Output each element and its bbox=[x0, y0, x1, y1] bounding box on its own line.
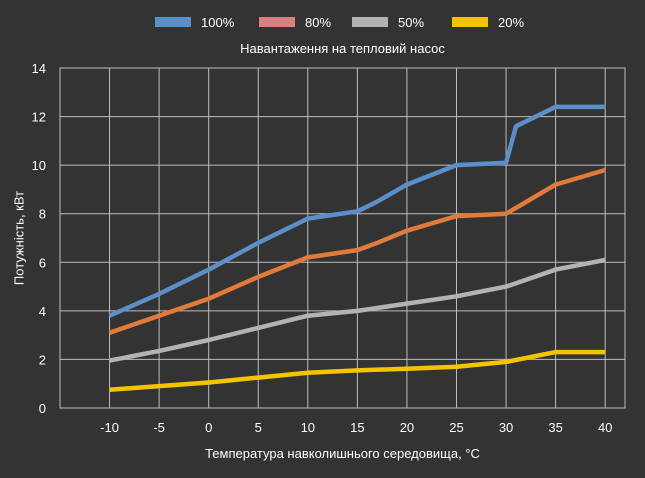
y-tick-label: 12 bbox=[32, 110, 46, 125]
y-tick-label: 6 bbox=[39, 255, 46, 270]
y-axis-label: Потужність, кВт bbox=[11, 190, 27, 286]
x-tick-label: 10 bbox=[301, 420, 315, 435]
series-line-100 bbox=[108, 104, 606, 318]
x-tick-label: 30 bbox=[499, 420, 513, 435]
legend-label-80: 80% bbox=[305, 14, 332, 30]
series-line-20 bbox=[109, 349, 606, 393]
chart-title: Навантаження на тепловий насос bbox=[240, 41, 445, 56]
x-tick-label: 0 bbox=[205, 420, 212, 435]
y-tick-label: 2 bbox=[39, 352, 46, 367]
y-tick-label: 14 bbox=[32, 61, 46, 76]
legend-swatch-100 bbox=[155, 17, 191, 27]
y-tick-label: 0 bbox=[39, 401, 46, 416]
x-axis-label: Температура навколишнього середовища, °С bbox=[205, 446, 480, 461]
x-tick-label: 5 bbox=[255, 420, 262, 435]
legend-swatch-20 bbox=[452, 17, 488, 27]
y-tick-label: 4 bbox=[39, 304, 46, 319]
x-tick-label: 40 bbox=[598, 420, 612, 435]
y-tick-label: 10 bbox=[32, 158, 46, 173]
legend-item-20: 20% bbox=[452, 12, 524, 32]
legend-swatch-80 bbox=[259, 17, 295, 27]
x-tick-label: -10 bbox=[100, 420, 119, 435]
legend-label-100: 100% bbox=[201, 14, 235, 30]
x-tick-label: -5 bbox=[153, 420, 165, 435]
legend-swatch-50 bbox=[352, 17, 388, 27]
series-line-50 bbox=[109, 257, 606, 363]
legend-item-100: 100% bbox=[155, 12, 234, 32]
legend-label-20: 20% bbox=[498, 14, 525, 30]
series-line-80 bbox=[108, 167, 606, 335]
x-tick-label: 25 bbox=[449, 420, 463, 435]
x-tick-label: 20 bbox=[400, 420, 414, 435]
legend-item-80: 80% bbox=[259, 12, 331, 32]
y-tick-label: 8 bbox=[39, 207, 46, 222]
legend-item-50: 50% bbox=[352, 12, 424, 32]
legend-label-50: 50% bbox=[398, 14, 425, 30]
x-tick-label: 35 bbox=[548, 420, 562, 435]
legend: 100% 80% 50% 20% bbox=[0, 12, 645, 32]
x-tick-label: 15 bbox=[350, 420, 364, 435]
